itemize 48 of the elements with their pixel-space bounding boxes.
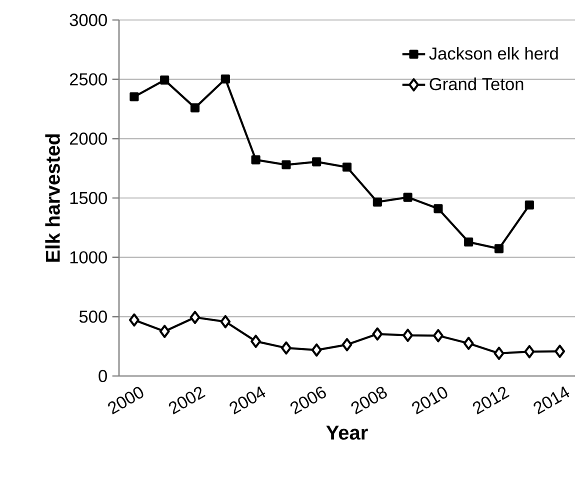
point xyxy=(524,200,534,210)
x-axis-title: Year xyxy=(326,426,368,440)
point xyxy=(463,336,474,350)
point xyxy=(251,155,260,164)
y-tick-label: 2000 xyxy=(70,132,107,145)
point xyxy=(554,344,566,358)
point xyxy=(159,324,170,338)
point xyxy=(402,328,414,342)
x-tick-label: 2014 xyxy=(534,386,570,414)
point xyxy=(403,192,412,202)
x-tick-label: 2008 xyxy=(351,386,387,414)
point xyxy=(494,346,504,360)
x-tick-label: 2004 xyxy=(230,386,266,414)
point xyxy=(282,160,291,170)
point xyxy=(432,329,444,342)
point xyxy=(524,345,535,358)
y-tick-label: 2500 xyxy=(70,73,107,86)
point xyxy=(311,343,322,357)
point xyxy=(342,338,352,352)
legend-label: Grand Teton xyxy=(430,78,524,90)
y-tick-label: 3000 xyxy=(70,14,107,26)
point xyxy=(160,76,170,85)
point xyxy=(220,315,231,328)
legend-label: Jackson elk herd xyxy=(429,46,558,60)
x-tick-label: 2006 xyxy=(290,386,326,414)
point xyxy=(312,157,322,166)
y-axis-title: Elk harvested xyxy=(45,134,60,262)
y-tick-label: 1500 xyxy=(70,192,107,204)
point xyxy=(220,74,230,84)
x-tick-label: 2002 xyxy=(168,386,206,414)
point xyxy=(190,310,200,324)
point xyxy=(250,334,262,348)
x-tick-label: 2012 xyxy=(472,386,510,414)
x-tick-label: 2000 xyxy=(108,386,144,414)
point xyxy=(130,92,139,102)
point xyxy=(434,204,443,214)
point xyxy=(190,103,200,112)
point xyxy=(494,244,504,254)
point xyxy=(464,237,474,247)
point xyxy=(372,198,382,207)
y-tick-label: 1000 xyxy=(70,251,107,264)
y-tick-label: 500 xyxy=(79,310,107,323)
y-tick-label: 0 xyxy=(98,370,107,382)
point xyxy=(342,162,352,172)
point xyxy=(372,327,383,341)
point xyxy=(128,313,140,327)
point xyxy=(280,341,292,355)
x-tick-label: 2010 xyxy=(412,386,448,414)
